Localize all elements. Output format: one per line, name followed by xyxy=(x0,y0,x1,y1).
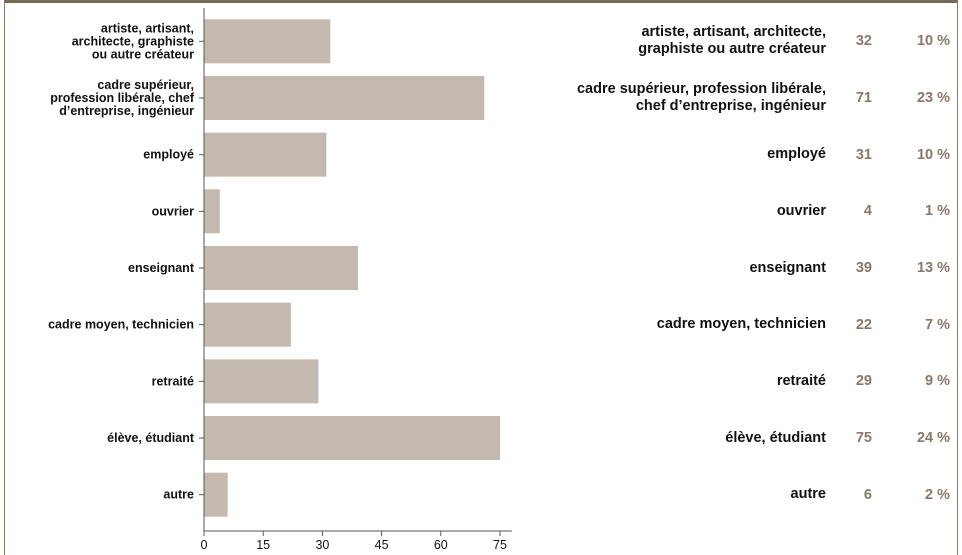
table-percent: 1 % xyxy=(925,203,950,220)
table-count: 31 xyxy=(855,146,872,163)
table-category-label: employé xyxy=(500,146,826,163)
y-tick-label: autre xyxy=(163,488,194,502)
table-percent: 24 % xyxy=(916,430,950,446)
table-category-label: retraité xyxy=(500,373,826,390)
table-category-label: autre xyxy=(500,486,826,503)
bar xyxy=(204,302,291,347)
table-category-line: cadre supérieur, profession libérale, xyxy=(576,81,826,97)
table-category-label: cadre supérieur, profession libérale, che… xyxy=(500,81,826,115)
x-tick-label: 60 xyxy=(434,538,448,552)
table-row: employé 31 10 % xyxy=(500,137,956,173)
y-tick-label: enseignant xyxy=(128,261,195,275)
bar-chart: artiste, artisant, architecte, graphiste o… xyxy=(48,8,512,552)
x-tick-label: 45 xyxy=(375,538,389,552)
table-percent: 13 % xyxy=(916,260,950,276)
table-percent: 10 % xyxy=(916,33,950,50)
table-category-label: artiste, artisant, architecte, graphiste … xyxy=(500,24,826,58)
table-row: cadre moyen, technicien 22 7 % xyxy=(500,307,956,343)
table-count: 32 xyxy=(855,33,872,50)
table-percent: 10 % xyxy=(916,146,950,163)
bar xyxy=(204,19,331,64)
table-row: enseignant 39 13 % xyxy=(500,250,956,286)
table-percent: 23 % xyxy=(916,90,950,106)
y-tick-label: élève, étudiant xyxy=(107,431,195,445)
table-count: 71 xyxy=(855,90,872,106)
y-tick-label: ouvrier xyxy=(152,204,195,218)
y-tick-label: artiste, artisant, architecte, graphiste o… xyxy=(72,21,194,61)
table-category-line: chef d’entreprise, ingénieur xyxy=(635,98,826,114)
table-category-line: ouvrier xyxy=(776,202,826,219)
bar xyxy=(204,472,228,517)
table-count: 22 xyxy=(855,316,872,333)
y-tick-label: retraité xyxy=(152,374,194,388)
table-row: élève, étudiant 75 24 % xyxy=(500,420,956,456)
table-category-line: graphiste ou autre créateur xyxy=(638,41,826,58)
table-category-line: élève, étudiant xyxy=(725,429,826,446)
table-count: 4 xyxy=(863,203,872,220)
table-category-line: autre xyxy=(790,486,826,503)
y-tick-label: employé xyxy=(143,148,194,162)
table-category-line: enseignant xyxy=(749,259,826,276)
chart-frame xyxy=(4,0,958,555)
table-category-line: retraité xyxy=(776,372,826,389)
y-tick-label: cadre moyen, technicien xyxy=(48,318,194,332)
x-tick-label: 15 xyxy=(256,538,270,552)
table-category-line: artiste, artisant, architecte, xyxy=(641,24,826,41)
x-tick-label: 0 xyxy=(201,538,208,552)
bar xyxy=(204,132,327,177)
table-row: artiste, artisant, architecte, graphiste … xyxy=(500,23,956,59)
bar xyxy=(204,416,500,460)
bar xyxy=(204,246,358,290)
table-category-label: enseignant xyxy=(500,260,826,277)
table-percent: 9 % xyxy=(925,373,950,390)
table-percent: 2 % xyxy=(925,486,950,503)
table-row: autre 6 2 % xyxy=(500,477,956,513)
table-category-label: élève, étudiant xyxy=(500,430,826,447)
table-category-label: cadre moyen, technicien xyxy=(500,316,826,333)
table-count: 75 xyxy=(855,430,872,446)
table-category-label: ouvrier xyxy=(500,203,826,220)
x-tick-label: 75 xyxy=(493,538,507,552)
table-percent: 7 % xyxy=(925,316,950,333)
table-row: cadre supérieur, profession libérale, che… xyxy=(500,80,956,116)
x-tick-label: 30 xyxy=(315,538,329,552)
y-tick-label: cadre supérieur, profession libérale, che… xyxy=(50,78,195,118)
table-row: ouvrier 4 1 % xyxy=(500,193,956,229)
bar xyxy=(204,76,485,120)
table-category-line: cadre moyen, technicien xyxy=(656,316,826,333)
bar xyxy=(204,359,319,404)
table-category-line: employé xyxy=(767,146,826,163)
table-row: retraité 29 9 % xyxy=(500,363,956,399)
bar xyxy=(204,189,220,234)
table-count: 6 xyxy=(863,486,872,503)
table-count: 29 xyxy=(855,373,872,390)
table-count: 39 xyxy=(855,260,872,276)
